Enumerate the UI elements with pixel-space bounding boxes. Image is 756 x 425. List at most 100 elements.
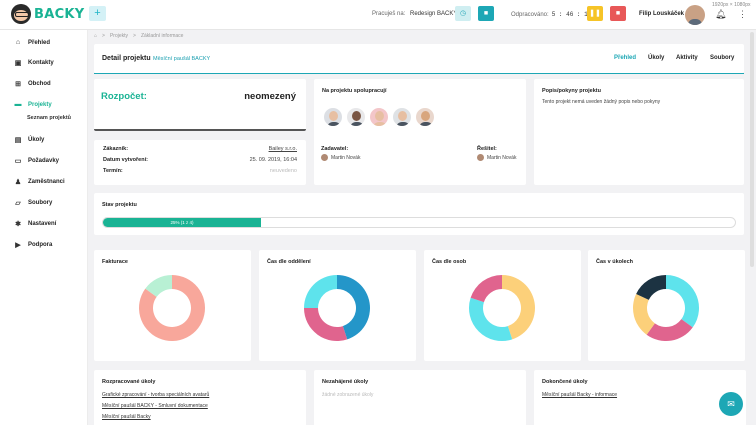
collaborators-title: Na projektu spolupracují (322, 88, 387, 94)
app-logo[interactable]: BACKY (11, 4, 85, 24)
sidebar-item-obchod[interactable]: ⊞ Obchod (13, 80, 51, 88)
chart-title: Čas dle oddělení (267, 259, 311, 265)
chart-title: Čas v úkolech (596, 259, 633, 265)
customer-link[interactable]: Bailey s.r.o. (268, 146, 297, 152)
tasks-done-card: Dokončené úkoly Měsíční paušál Backy - i… (534, 370, 746, 425)
sidebar-item-zamestnanci[interactable]: ♟ Zaměstnanci (13, 178, 65, 186)
chart-card-cas-dle-oddeleni: Čas dle oddělení (259, 250, 416, 361)
avatar[interactable] (323, 107, 343, 127)
home-icon[interactable]: ⌂ (94, 33, 98, 39)
created-date: 25. 09. 2019, 16:04 (249, 157, 297, 163)
tasks-in-progress-card: Rozpracované úkoly Grafické zpracování -… (94, 370, 306, 425)
info-row-created: Datum vytvoření: 25. 09. 2019, 16:04 (103, 157, 297, 163)
tab-prehled[interactable]: Přehled (614, 55, 637, 61)
avatar (321, 154, 328, 161)
avatar[interactable] (369, 107, 389, 127)
donut-slice-1[interactable] (304, 308, 348, 341)
sidebar-item-pozadavky[interactable]: ▭ Požadavky (13, 157, 59, 165)
donut-slice-2[interactable] (633, 293, 655, 335)
donut-slice-2[interactable] (304, 275, 337, 308)
info-row-customer: Zákazník: Bailey s.r.o. (103, 146, 297, 152)
add-button[interactable]: + (89, 6, 106, 21)
donut-slice-2[interactable] (470, 275, 502, 303)
breadcrumb-separator: > (102, 33, 105, 39)
donut-slice-0[interactable] (666, 275, 699, 328)
avatar[interactable] (392, 107, 412, 127)
support-icon: ▶ (15, 242, 21, 249)
budget-value: neomezený (244, 91, 296, 102)
scrollbar[interactable] (750, 32, 754, 267)
donut-slice-0[interactable] (502, 275, 535, 340)
info-row-deadline: Termín: neuvedeno (103, 168, 297, 174)
donut-chart-departments (304, 275, 371, 341)
worked-time: 5 : 46 : 11 (551, 11, 592, 18)
page-title: Detail projektu (102, 55, 151, 62)
chart-title: Fakturace (102, 259, 128, 265)
solver-label: Řešitel: (477, 146, 497, 152)
sidebar-item-soubory[interactable]: ▱ Soubory (13, 199, 52, 207)
sidebar-item-label: Obchod (28, 81, 51, 87)
donut-slice-1[interactable] (646, 319, 693, 341)
donut-slice-0[interactable] (139, 275, 205, 341)
pause-button[interactable]: ❚❚ (587, 6, 603, 21)
sidebar-item-nastaveni[interactable]: ✱ Nastavení (13, 220, 56, 228)
deadline-value: neuvedeno (269, 168, 297, 174)
breadcrumb-item-current: Základní informace (140, 33, 184, 39)
more-menu-icon[interactable]: ⋮ (738, 9, 747, 19)
donut-slice-1[interactable] (145, 275, 172, 297)
solver-name: Martin Novák (487, 154, 517, 161)
chart-card-cas-dle-osob: Čas dle osob (424, 250, 581, 361)
sidebar-item-podpora[interactable]: ▶ Podpora (13, 241, 52, 249)
assigner[interactable]: Martin Novák (321, 154, 360, 161)
info-key: Zákazník: (103, 146, 129, 152)
donut-chart-people (469, 275, 535, 341)
donut-slice-3[interactable] (636, 275, 666, 300)
user-avatar[interactable] (685, 5, 705, 25)
worked-time-display: Odpracováno: 5 : 46 : 11 (511, 11, 591, 18)
sidebar-item-label: Projekty (28, 101, 52, 108)
task-link[interactable]: Měsíční paušál Backy (102, 414, 151, 420)
progress-fill: 25% (1 z 4) (103, 218, 261, 227)
sidebar-item-ukoly[interactable]: ▤ Úkoly (13, 136, 45, 144)
sidebar-item-kontakty[interactable]: ▣ Kontakty (13, 59, 54, 67)
breadcrumb-item-projekty[interactable]: Projekty (109, 33, 129, 39)
assigner-name: Martin Novák (331, 154, 361, 161)
working-project[interactable]: Redesign BACKY (410, 11, 458, 17)
task-link[interactable]: Měsíční paušál BACKY - Smluvní dokumenta… (102, 403, 208, 409)
project-name: Měsíční paušál BACKY (153, 56, 211, 62)
tasks-title: Rozpracované úkoly (102, 379, 156, 385)
task-link[interactable]: Měsíční paušál Backy - informace (542, 392, 618, 398)
task-link[interactable]: Grafické zpracování - tvorba speciálních… (102, 392, 210, 398)
info-key: Termín: (103, 168, 123, 174)
chart-title: Čas dle osob (432, 259, 467, 265)
sidebar-item-prehled[interactable]: ⌂ Přehled (13, 39, 50, 46)
stop-icon: ■ (483, 10, 489, 17)
stop-timer-button[interactable]: ■ (478, 6, 494, 21)
sidebar-item-projekty[interactable]: ▬ Projekty (13, 101, 52, 108)
chat-button[interactable]: ✉ (719, 392, 743, 416)
files-icon: ▱ (15, 200, 21, 207)
avatar[interactable] (346, 107, 366, 127)
sidebar-item-label: Soubory (28, 200, 53, 206)
app-name: BACKY (34, 6, 85, 22)
sidebar-item-label: Podpora (28, 242, 53, 248)
tab-aktivity[interactable]: Aktivity (676, 55, 698, 61)
description-title: Popis/pokyny projektu (542, 88, 601, 94)
collaborator-avatars (323, 107, 435, 127)
user-name[interactable]: Filip Louskáček (639, 11, 685, 17)
solver[interactable]: Martin Novák (477, 154, 516, 161)
assigner-label: Zadavatel: (321, 146, 349, 152)
tab-soubory[interactable]: Soubory (710, 55, 735, 61)
description-text: Tento projekt nemá uveden žádný popis ne… (542, 99, 661, 105)
sidebar-item-label: Požadavky (28, 158, 60, 164)
chat-icon: ✉ (727, 399, 735, 409)
donut-slice-1[interactable] (469, 297, 513, 341)
clock-button[interactable]: ◷ (455, 6, 471, 21)
stop-button[interactable]: ■ (610, 6, 626, 21)
sidebar-subitem-seznam-projektu[interactable]: Seznam projektů (27, 115, 72, 121)
avatar[interactable] (415, 107, 435, 127)
budget-label: Rozpočet: (101, 91, 147, 102)
tab-ukoly[interactable]: Úkoly (648, 55, 665, 61)
donut-slice-0[interactable] (337, 275, 371, 340)
bell-icon[interactable]: 🔔︎ (715, 9, 727, 19)
